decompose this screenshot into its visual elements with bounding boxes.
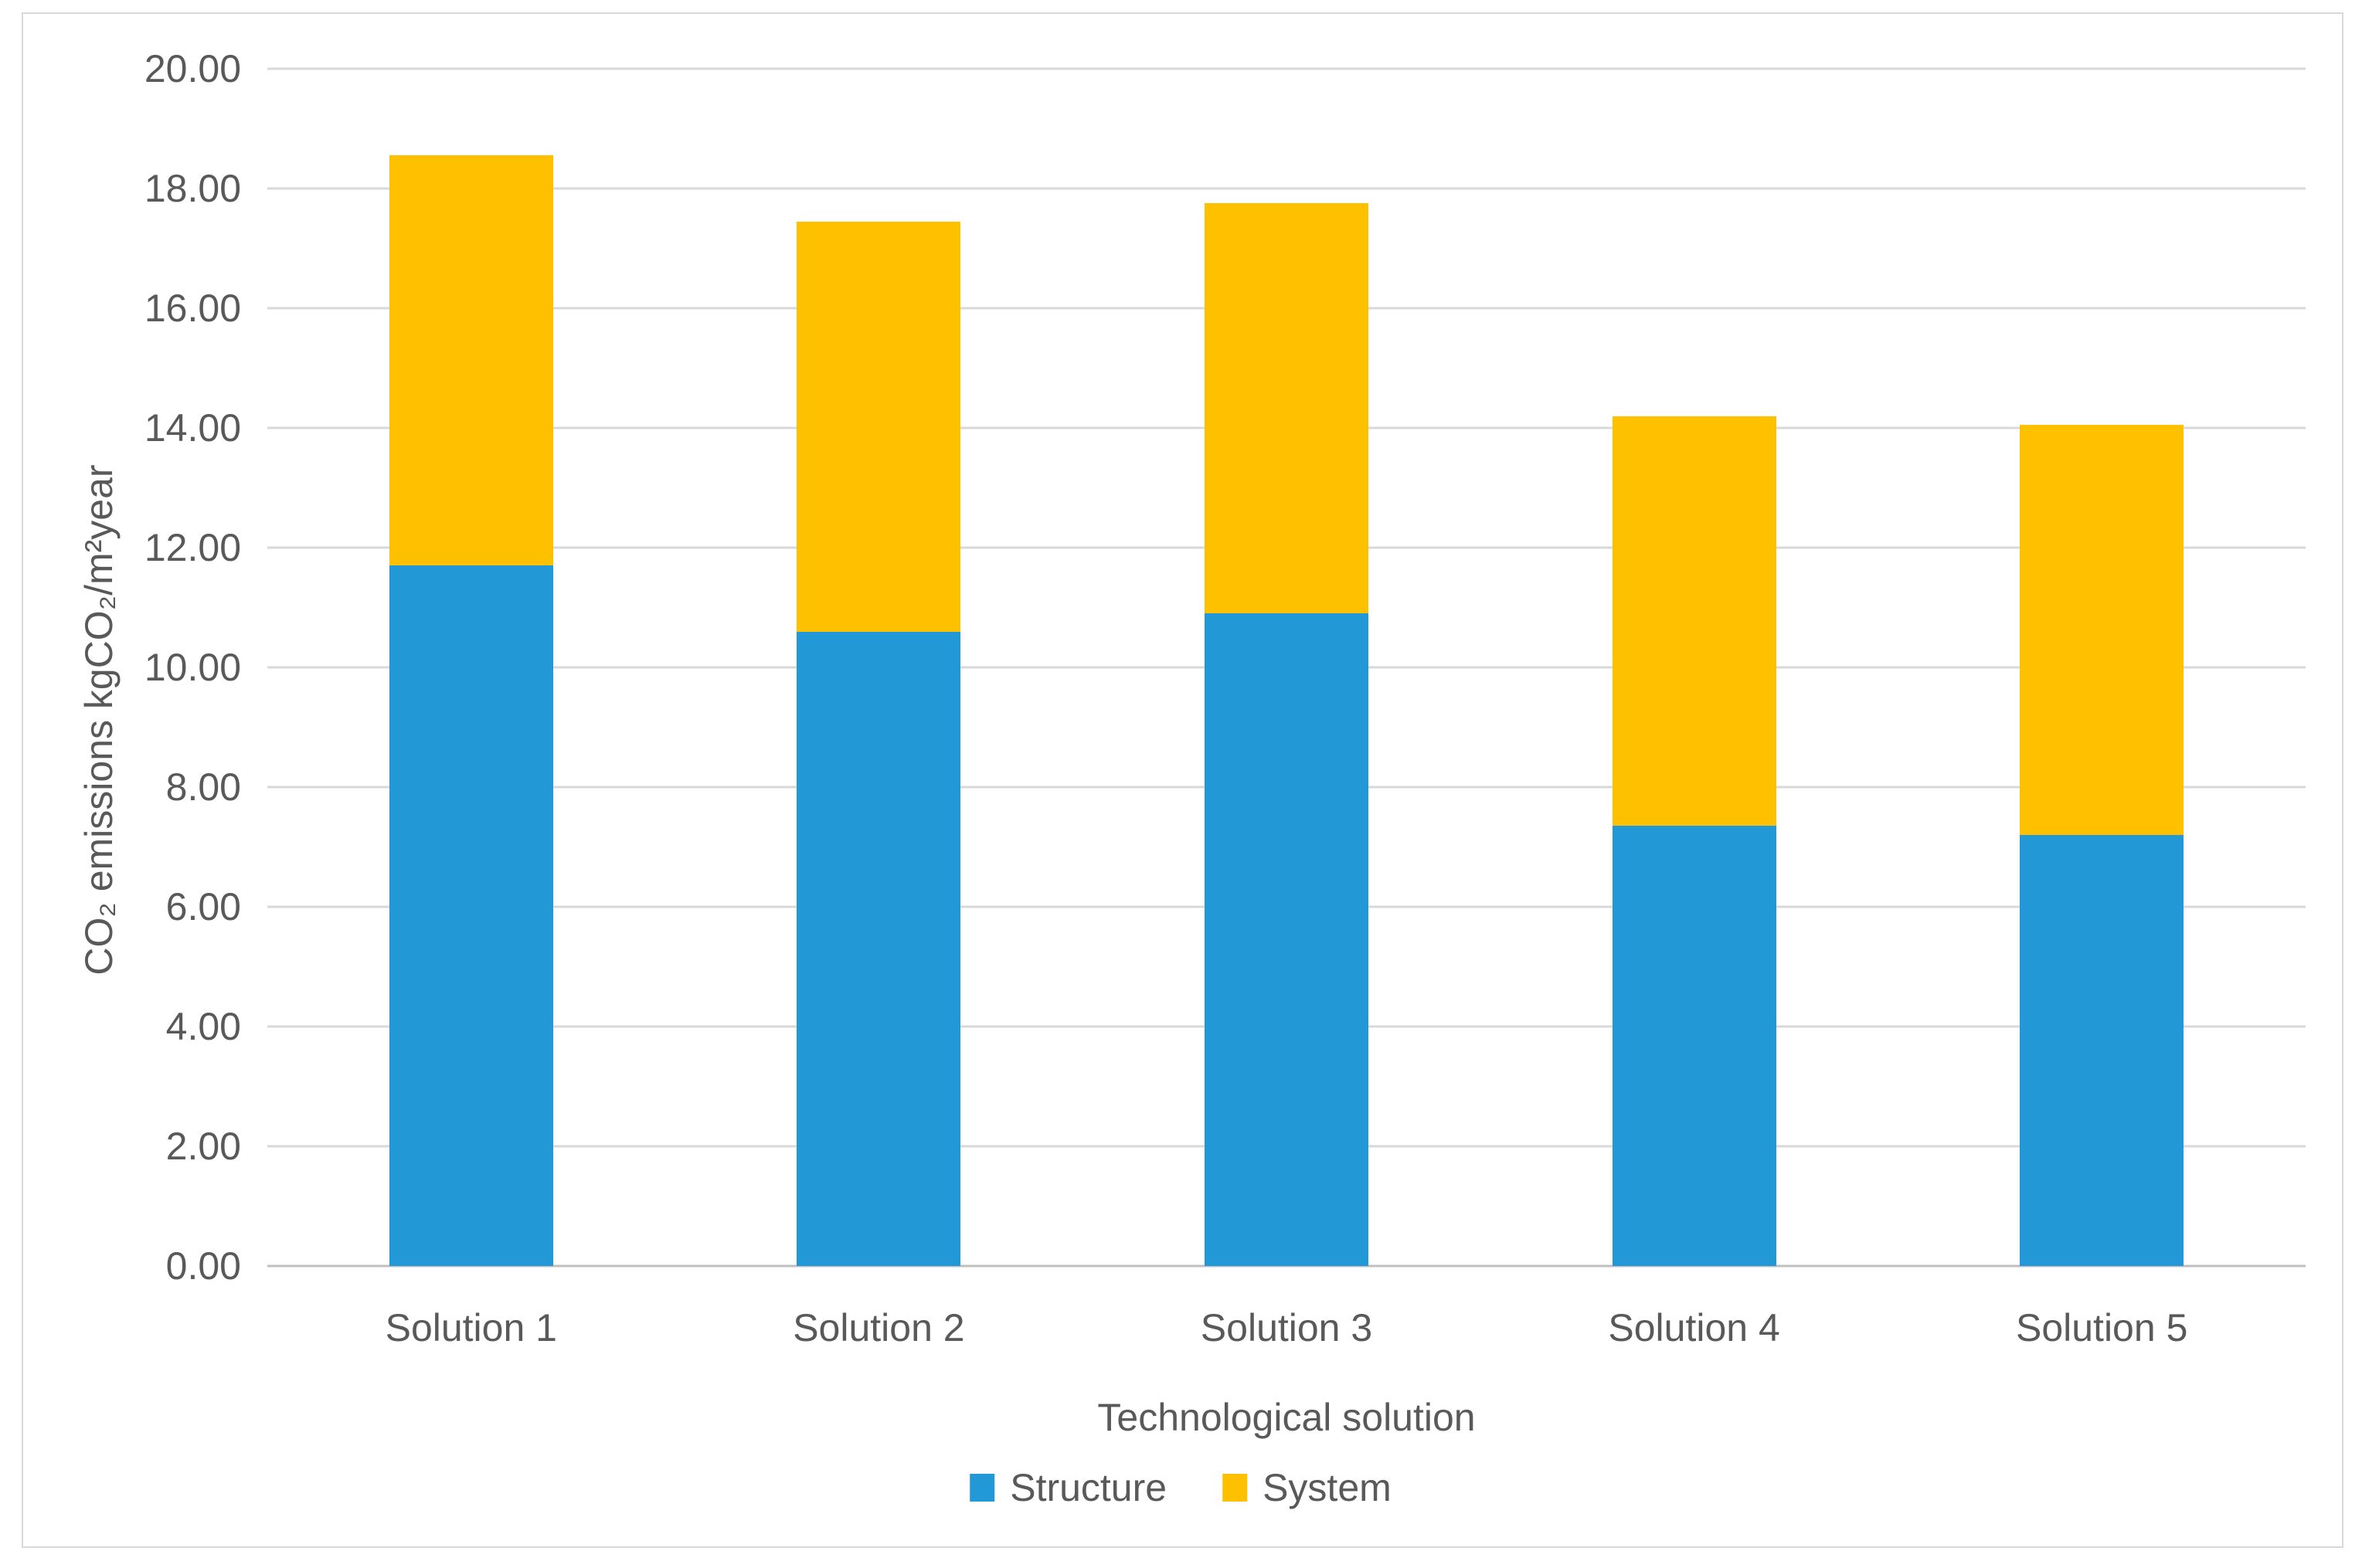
- x-axis-label-4: Solution 4: [1608, 1306, 1780, 1349]
- y-tick-label: 18.00: [144, 167, 241, 210]
- x-axis-title: Technological solution: [1097, 1396, 1476, 1439]
- bar-segment-system-5: [2020, 425, 2184, 835]
- bar-segment-system-4: [1612, 416, 1776, 826]
- y-tick-label: 4.00: [165, 1005, 241, 1048]
- legend-label: Structure: [1010, 1466, 1167, 1509]
- bar-segment-structure-2: [797, 631, 961, 1266]
- bar-segment-structure-1: [389, 565, 553, 1266]
- bar-segment-structure-3: [1205, 613, 1368, 1266]
- y-tick-label: 12.00: [144, 526, 241, 569]
- legend-swatch-icon: [1222, 1474, 1248, 1502]
- x-axis-label-1: Solution 1: [385, 1306, 557, 1349]
- y-tick-label: 0.00: [165, 1244, 241, 1288]
- legend-swatch-icon: [970, 1474, 995, 1502]
- y-tick-label: 8.00: [165, 765, 241, 809]
- gridline: [267, 187, 2306, 190]
- y-tick-label: 6.00: [165, 885, 241, 928]
- y-tick-label: 10.00: [144, 646, 241, 689]
- x-axis-label-5: Solution 5: [2015, 1306, 2188, 1349]
- y-tick-label: 20.00: [144, 47, 241, 90]
- gridline: [267, 67, 2306, 70]
- x-axis-line: [267, 1264, 2306, 1268]
- y-axis-title: CO₂ emissions kgCO₂/m²year: [77, 464, 121, 976]
- y-tick-label: 2.00: [165, 1125, 241, 1168]
- x-axis-label-2: Solution 2: [793, 1306, 965, 1349]
- bar-segment-system-1: [389, 155, 553, 566]
- legend-item-system: System: [1222, 1466, 1392, 1509]
- legend-label: System: [1263, 1466, 1392, 1509]
- plot-area: [267, 67, 2306, 1268]
- y-tick-label: 14.00: [144, 406, 241, 450]
- bar-segment-system-2: [797, 221, 961, 632]
- bar-segment-system-3: [1205, 203, 1368, 614]
- bar-segment-structure-5: [2020, 835, 2184, 1266]
- bar-segment-structure-4: [1612, 826, 1776, 1266]
- legend: Structure System: [970, 1466, 1392, 1509]
- y-tick-label: 16.00: [144, 287, 241, 330]
- legend-item-structure: Structure: [970, 1466, 1167, 1509]
- x-axis-label-3: Solution 3: [1200, 1306, 1373, 1349]
